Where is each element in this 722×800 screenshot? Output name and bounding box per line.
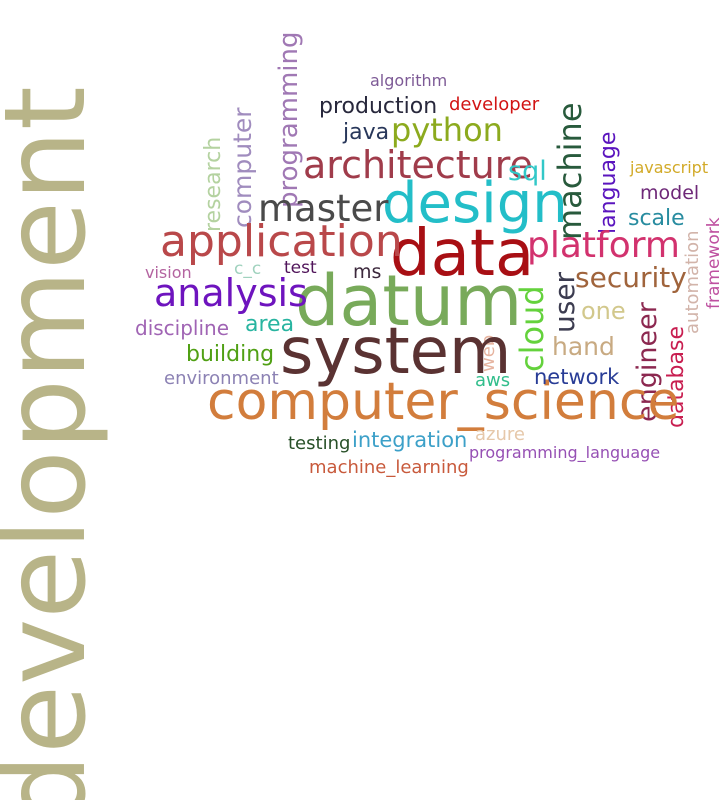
word-design: design (382, 171, 568, 236)
word-computer-science: computer_science (207, 372, 680, 432)
word-java: java (343, 120, 390, 145)
word-data: data (390, 217, 535, 291)
word-testing: testing (288, 433, 351, 454)
word-algorithm: algorithm (370, 71, 448, 90)
word-development: development (0, 86, 111, 800)
word-programming: programming (274, 31, 304, 208)
word-system: system (280, 315, 512, 389)
word-one: one (581, 297, 626, 325)
word-programming-language: programming_language (469, 443, 661, 462)
word-production: production (319, 94, 438, 119)
word-vision: vision (145, 263, 192, 282)
word-developer: developer (449, 94, 540, 115)
word-platform: platform (527, 225, 680, 266)
word-discipline: discipline (135, 316, 230, 340)
word-architecture: architecture (303, 143, 533, 187)
word-hand: hand (552, 332, 615, 361)
word-scale: scale (628, 206, 685, 231)
word-javascript: javascript (630, 158, 709, 177)
word-model: model (640, 182, 700, 204)
word-environment: environment (164, 368, 279, 389)
word-language: language (596, 131, 621, 234)
word-aws: aws (475, 370, 511, 391)
word-building: building (186, 342, 275, 367)
word-datum: datum (295, 260, 523, 342)
word-network: network (534, 365, 620, 389)
word-framework: framework (704, 217, 722, 309)
word-integration: integration (352, 428, 468, 452)
word-test: test (284, 258, 317, 278)
word-ms: ms (353, 261, 382, 283)
word-application: application (160, 216, 403, 267)
word-master: master (258, 187, 389, 230)
word-analysis: analysis (154, 271, 308, 315)
word-security: security (575, 261, 687, 294)
word-c-c: c_c (234, 259, 262, 279)
word-area: area (245, 312, 295, 337)
word-computer: computer (228, 107, 257, 228)
word-machine-learning: machine_learning (309, 457, 469, 478)
word-azure: azure (475, 424, 525, 445)
word-sql: sql (508, 156, 547, 187)
word-python: python (391, 111, 503, 149)
